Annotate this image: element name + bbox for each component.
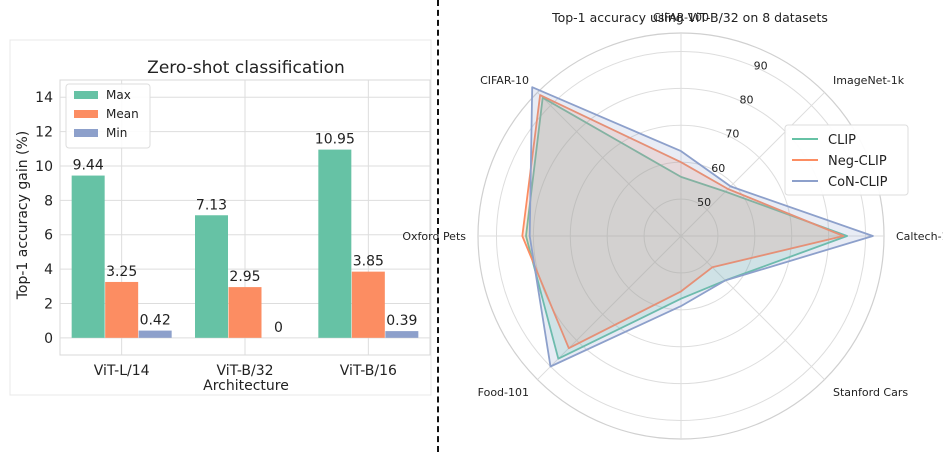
radar-series-con-clip [528,86,874,368]
bar-legend: Max Mean Min [65,83,151,149]
bar-value-label: 0.39 [386,313,417,329]
radar-chart-title: Top-1 accuracy using ViT-B/32 on 8 datas… [551,10,828,25]
radar-r-tick-label: 50 [697,196,711,209]
radar-legend-box [784,124,909,196]
radar-r-tick-label: 90 [754,60,768,73]
radar-legend: CLIP Neg-CLIP CoN-CLIP [784,124,909,196]
bar-value-label: 0 [274,320,283,336]
bar-mean [228,287,262,338]
radar-series-neg-clip [521,94,845,350]
bar-chart-title: Zero-shot classification [147,58,345,78]
bar-value-label: 3.85 [353,254,384,270]
bar-value-label: 2.95 [229,269,260,285]
bar-y-tick-label: 14 [35,90,53,106]
bar-legend-swatch [74,110,98,118]
bar-max [318,149,352,338]
bar-legend-label: Max [106,88,131,102]
bar-y-ticks: 0 2 4 6 8 10 12 14 [35,90,53,347]
bar-y-tick-label: 6 [44,228,53,244]
radar-axis-label: CIFAR-100 [653,11,709,24]
bar-value-label: 0.42 [140,313,171,329]
bar-x-axis-label: Architecture [203,378,289,394]
radar-axis-label: ImageNet-1k [833,74,905,87]
radar-spoke [680,235,825,380]
radar-legend-label: CLIP [828,133,856,148]
bar-value-label: 3.25 [106,264,137,280]
radar-axis-label: Stanford Cars [833,386,908,399]
bar-legend-label: Mean [106,107,139,121]
radar-spoke [680,92,825,237]
bar-y-tick-label: 10 [35,159,53,175]
bar-value-label: 10.95 [315,132,355,148]
bar-series [71,149,419,338]
bar-y-tick-label: 12 [35,125,53,141]
radar-spoke [537,235,682,380]
panel-divider [437,0,439,452]
radar-axis-label: Oxford Pets [402,230,466,243]
bar-max [195,215,228,338]
bar-x-tick-label: ViT-B/16 [340,363,397,379]
radar-spoke [537,92,682,237]
bar-y-tick-label: 4 [44,262,53,278]
radar-series-clip [525,96,848,360]
radar-axis-labels: CIFAR-100 ImageNet-1k Caltech-101 Stanford … [402,11,943,452]
bar-min [385,331,419,338]
bar-y-tick-label: 0 [44,331,53,347]
bar-mean [105,281,139,338]
bar-value-label: 7.13 [196,197,227,213]
bar-figure-frame [9,39,432,396]
radar-grid [477,32,885,440]
bar-x-tick-label: ViT-L/14 [94,363,150,379]
bar-y-tick-label: 8 [44,193,53,209]
radar-axis-label: Caltech-101 [896,230,943,243]
radar-axis-label: Food-101 [478,386,529,399]
bar-legend-swatch [74,129,98,137]
bar-y-axis-label: Top-1 accuracy gain (%) [15,131,31,301]
radar-r-ticks: 50 60 70 80 90 [697,60,767,209]
radar-legend-label: CoN-CLIP [828,175,888,190]
bar-mean [351,271,385,338]
bar-value-labels: 9.44 3.25 0.42 7.13 2.95 0 10.95 3.85 0.39 [73,132,418,336]
bar-legend-swatch [74,91,98,99]
bar-value-label: 9.44 [73,158,104,174]
radar-axis-label: CIFAR-10 [480,74,529,87]
radar-legend-label: Neg-CLIP [828,154,887,169]
radar-series [521,86,874,368]
radar-r-tick-label: 70 [725,128,739,141]
bar-max [71,175,105,338]
bar-y-tick-label: 2 [44,296,53,312]
radar-r-tick-label: 80 [739,94,753,107]
bar-legend-label: Min [106,126,127,140]
radar-r-tick-label: 60 [711,162,725,175]
bar-chart: Zero-shot classification 0 2 4 6 8 10 12 14 ViT… [9,39,432,396]
bar-x-ticks: ViT-L/14 ViT-B/32 ViT-B/16 [94,363,397,379]
bar-x-tick-label: ViT-B/32 [216,363,273,379]
bar-min [138,330,172,338]
